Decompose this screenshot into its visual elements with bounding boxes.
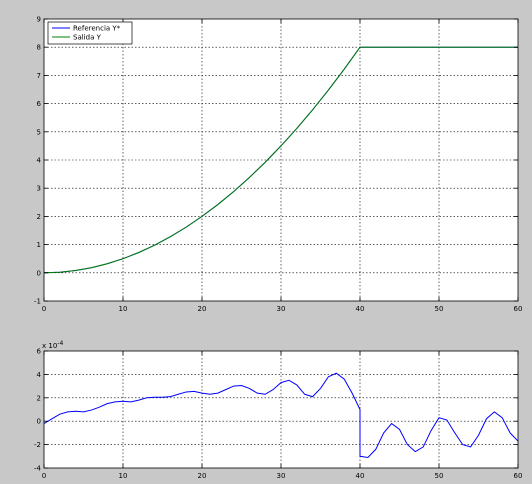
x-tick-label: 20 bbox=[198, 305, 207, 313]
legend-entry: Referencia Y* bbox=[73, 25, 121, 33]
y-tick-label: -1 bbox=[34, 298, 41, 306]
series-line-salida-y bbox=[43, 46, 518, 274]
x-tick-label: 10 bbox=[119, 305, 128, 313]
x-tick-label: 20 bbox=[198, 472, 207, 480]
y-tick-label: 7 bbox=[37, 72, 41, 80]
y-tick-label: -2 bbox=[34, 441, 41, 449]
x-tick-label: 30 bbox=[277, 305, 286, 313]
x-tick-label: 30 bbox=[277, 472, 286, 480]
y-tick-label: 5 bbox=[37, 128, 41, 136]
y-tick-label: 3 bbox=[37, 185, 41, 193]
x-tick-label: 0 bbox=[42, 305, 46, 313]
x-tick-label: 50 bbox=[435, 472, 444, 480]
x-tick-label: 0 bbox=[42, 472, 46, 480]
y-multiplier-base: x 10 bbox=[42, 342, 57, 350]
y-tick-label: 4 bbox=[37, 157, 42, 165]
grid-lines bbox=[44, 19, 518, 301]
y-tick-label: 2 bbox=[37, 213, 41, 221]
y-axis-multiplier: x 10-4 bbox=[42, 340, 63, 350]
x-tick-label: 40 bbox=[356, 472, 365, 480]
y-tick-label: 6 bbox=[37, 100, 42, 108]
y-tick-label: 2 bbox=[37, 394, 41, 402]
legend-entry: Salida Y bbox=[73, 34, 102, 42]
series-line-error bbox=[43, 372, 519, 459]
legend: Referencia Y*Salida Y bbox=[47, 21, 133, 45]
y-tick-label: 8 bbox=[37, 44, 41, 52]
y-tick-label: -4 bbox=[34, 465, 42, 473]
x-tick-label: 60 bbox=[514, 305, 523, 313]
x-tick-label: 50 bbox=[435, 305, 444, 313]
y-tick-label: 9 bbox=[37, 16, 41, 24]
y-tick-label: 4 bbox=[37, 371, 42, 379]
plot-area bbox=[44, 351, 518, 468]
y-tick-label: 0 bbox=[37, 269, 41, 277]
x-tick-label: 40 bbox=[356, 305, 365, 313]
y-tick-label: 0 bbox=[37, 418, 41, 426]
y-multiplier-exponent: -4 bbox=[57, 340, 63, 347]
x-tick-label: 10 bbox=[119, 472, 128, 480]
y-tick-label: 1 bbox=[37, 241, 41, 249]
x-tick-label: 60 bbox=[514, 472, 523, 480]
y-tick-label: 6 bbox=[37, 348, 42, 356]
